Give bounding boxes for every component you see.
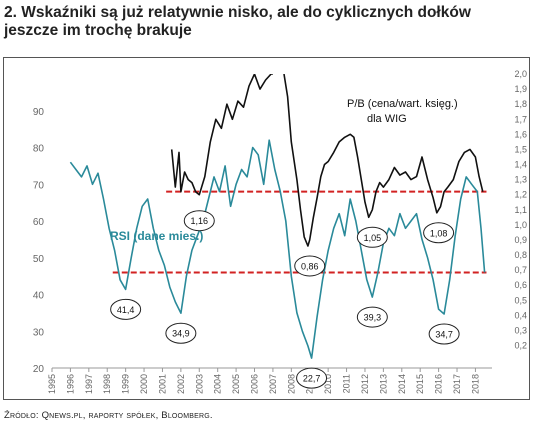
x-tick-label: 2007 [268,374,278,394]
callout-bubble [296,367,328,389]
pb-series-label-line1: P/B (cena/wart. księg.) [347,98,458,110]
x-tick-label: 2005 [231,374,241,394]
callout-label: 34,9 [172,329,190,339]
y-left-tick-label: 90 [33,107,45,118]
callout-label: 39,3 [364,313,382,323]
x-tick-label: 2017 [452,374,462,394]
callout-label: 34,7 [435,329,453,339]
y-right-tick-label: 1,9 [514,84,527,94]
y-left-tick-label: 80 [33,144,45,155]
callout-bubble [428,323,460,345]
chart-title-line1: 2. Wskaźniki są już relatywnie nisko, al… [4,4,471,21]
x-tick-label: 2004 [213,374,223,394]
source-note: Źródło: Qnews.pl, raporty spółek, Bloomb… [4,410,213,421]
y-left-tick-label: 50 [33,254,45,265]
y-left-tick-label: 20 [33,364,45,375]
x-tick-label: 2008 [286,374,296,394]
chart-frame [3,57,530,400]
callout-bubble [423,222,455,244]
callout-bubble [165,322,197,344]
y-right-tick-label: 0,4 [514,310,527,320]
y-right-tick-label: 0,9 [514,235,527,245]
x-tick-label: 2015 [415,374,425,394]
callout-label: 0,86 [301,261,319,271]
x-tick-label: 2000 [139,374,149,394]
y-right-tick-label: 0,8 [514,250,527,260]
callout-bubble [356,306,388,328]
rsi-series-line [69,139,486,359]
y-right-tick-label: 1,8 [514,99,527,109]
x-tick-label: 2003 [194,374,204,394]
x-tick-label: 2006 [250,374,260,394]
x-tick-label: 2010 [323,374,333,394]
y-right-tick-label: 1,6 [514,129,527,139]
x-tick-label: 2011 [342,374,352,393]
x-tick-label: 2016 [434,374,444,394]
y-right-tick-label: 0,7 [514,265,527,275]
x-tick-label: 1999 [121,374,131,394]
callout-bubble [183,210,215,232]
pb-series-label-line2: dla WIG [367,113,407,125]
y-right-tick-label: 0,2 [514,341,527,351]
x-tick-label: 2018 [470,374,480,394]
y-left-tick-label: 30 [33,327,45,338]
pb-series-line [170,74,484,247]
x-tick-label: 2013 [378,374,388,394]
y-right-tick-label: 1,5 [514,144,527,154]
y-right-tick-label: 0,6 [514,280,527,290]
y-right-tick-label: 1,7 [514,114,527,124]
x-tick-label: 2002 [176,374,186,394]
chart-title: 2. Wskaźniki są już relatywnie nisko, al… [4,4,532,40]
y-right-tick-label: 0,3 [514,325,527,335]
x-tick-label: 2012 [360,374,370,394]
x-tick-label: 1997 [84,374,94,394]
callout-label: 41,4 [117,305,135,315]
y-left-tick-label: 70 [33,180,45,191]
x-tick-label: 2014 [397,374,407,394]
y-right-tick-label: 1,2 [514,190,527,200]
y-right-tick-label: 1,1 [514,205,527,215]
callout-bubble [110,298,142,320]
y-left-tick-label: 60 [33,217,45,228]
callout-label: 1,16 [191,216,209,226]
callout-label: 22,7 [303,374,321,384]
callout-label: 1,08 [430,228,448,238]
x-tick-label: 1995 [47,374,57,394]
y-right-tick-label: 1,3 [514,175,527,185]
y-right-tick-label: 0,5 [514,295,527,305]
x-tick-label: 1998 [102,374,112,394]
y-right-tick-label: 1,0 [514,220,527,230]
x-tick-label: 2001 [157,374,167,394]
chart-title-line2: jeszcze im trochę brakuje [4,22,192,39]
callout-bubble [294,255,326,277]
callout-bubble [356,226,388,248]
x-tick-label: 1996 [65,374,75,394]
y-right-tick-label: 2,0 [514,69,527,79]
callout-label: 1,05 [364,233,382,243]
y-right-tick-label: 1,4 [514,160,527,170]
rsi-series-label: RSI (dane mies.) [110,229,203,243]
y-left-tick-label: 40 [33,291,45,302]
